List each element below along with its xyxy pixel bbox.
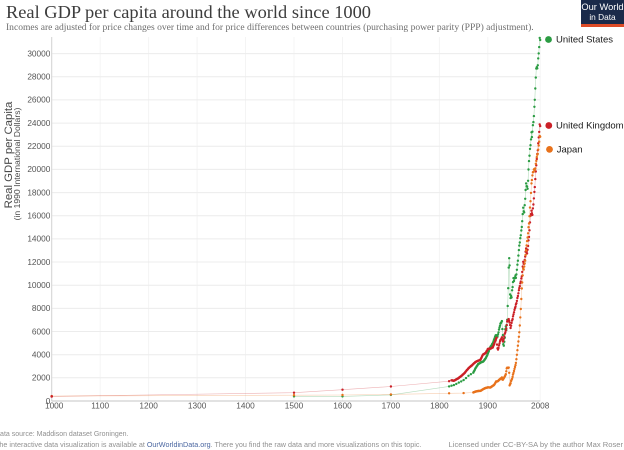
svg-text:26000: 26000 <box>27 95 50 105</box>
svg-text:1000: 1000 <box>45 400 64 410</box>
svg-text:22000: 22000 <box>27 141 50 151</box>
svg-text:1400: 1400 <box>236 400 255 410</box>
svg-text:24000: 24000 <box>27 118 50 128</box>
svg-text:1100: 1100 <box>91 400 109 410</box>
svg-text:6000: 6000 <box>32 326 51 336</box>
svg-text:10000: 10000 <box>27 280 50 290</box>
svg-text:20000: 20000 <box>27 164 50 174</box>
svg-text:18000: 18000 <box>27 187 50 197</box>
svg-text:30000: 30000 <box>27 48 50 58</box>
svg-text:2000: 2000 <box>32 373 51 383</box>
svg-text:1200: 1200 <box>139 400 158 410</box>
svg-text:1300: 1300 <box>188 400 207 410</box>
svg-text:United States: United States <box>556 35 613 46</box>
svg-text:1800: 1800 <box>430 400 449 410</box>
svg-text:Japan: Japan <box>557 145 583 156</box>
svg-text:4000: 4000 <box>32 350 51 360</box>
svg-text:United Kingdom: United Kingdom <box>556 121 624 132</box>
svg-text:2008: 2008 <box>531 400 550 410</box>
svg-text:12000: 12000 <box>27 257 50 267</box>
svg-text:1900: 1900 <box>479 400 498 410</box>
svg-text:16000: 16000 <box>27 211 50 221</box>
svg-text:28000: 28000 <box>27 72 50 82</box>
svg-text:8000: 8000 <box>32 303 51 313</box>
svg-text:1700: 1700 <box>382 400 401 410</box>
svg-text:1500: 1500 <box>285 400 304 410</box>
svg-text:1600: 1600 <box>333 400 352 410</box>
svg-text:14000: 14000 <box>27 234 50 244</box>
svg-text:0: 0 <box>46 396 51 406</box>
